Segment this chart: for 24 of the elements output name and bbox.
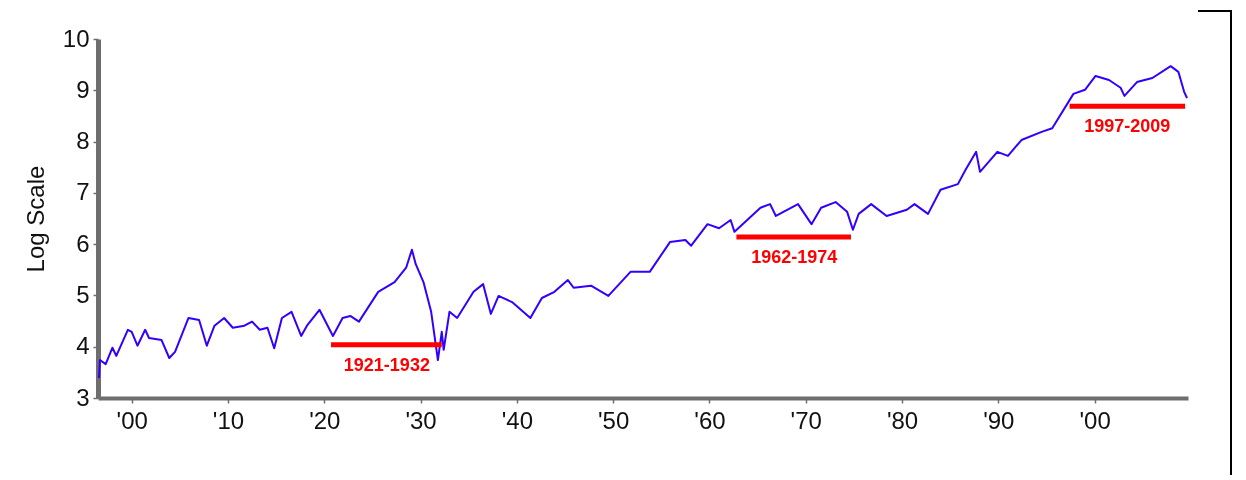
y-tick-label: 10 <box>62 24 90 52</box>
y-tick-label: 4 <box>76 332 90 360</box>
x-tick-label: '00 <box>1079 406 1111 434</box>
y-axis-title: Log Scale <box>21 165 49 273</box>
x-tick-label: '70 <box>790 406 822 434</box>
x-tick-label: '40 <box>501 406 533 434</box>
y-tick-label: 6 <box>76 229 90 257</box>
x-tick-label: '30 <box>405 406 437 434</box>
x-tick-label: '90 <box>983 406 1015 434</box>
x-tick-label: '00 <box>116 406 148 434</box>
x-tick-label: '50 <box>598 406 630 434</box>
annotation: 1997-2009 <box>1084 116 1171 137</box>
y-tick-label: 8 <box>76 127 90 155</box>
x-tick-label: '80 <box>886 406 919 434</box>
y-tick-label: 7 <box>76 178 90 206</box>
x-tick-label: '10 <box>212 406 245 434</box>
y-tick-label: 9 <box>76 75 90 103</box>
annotation: 1921-1932 <box>343 354 430 375</box>
x-tick-label: '20 <box>309 406 341 434</box>
y-tick-label: 5 <box>76 280 90 308</box>
annotation: 1962-1974 <box>751 246 838 267</box>
y-tick-label: 3 <box>76 383 90 411</box>
line-series <box>98 65 1188 379</box>
x-tick-label: '60 <box>694 406 726 434</box>
